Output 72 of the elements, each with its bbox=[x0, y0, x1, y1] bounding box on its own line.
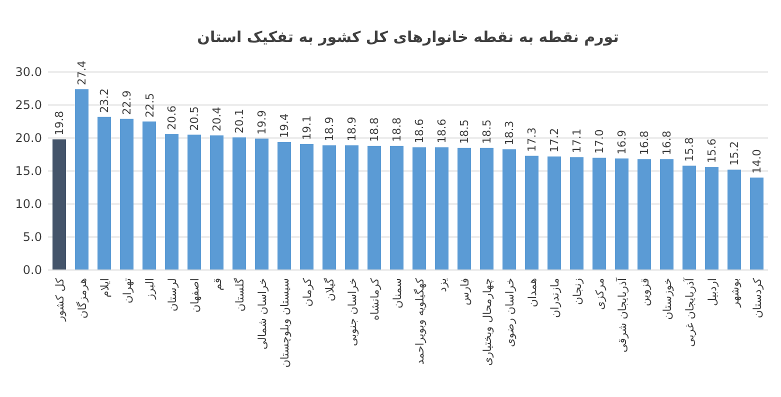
x-tick-label: یزد bbox=[436, 278, 449, 292]
data-label: 22.9 bbox=[120, 90, 134, 115]
x-tick-label: تهران bbox=[120, 278, 134, 304]
data-label: 18.5 bbox=[458, 119, 472, 144]
x-tick-label: البرز bbox=[143, 278, 156, 300]
title: تورم نقطه به نقطه خانوارهای کل کشور به تفکیک استان bbox=[197, 28, 619, 46]
data-label: 16.9 bbox=[616, 130, 629, 154]
data-label: 18.8 bbox=[390, 117, 404, 142]
data-label: 19.4 bbox=[278, 113, 292, 138]
y-tick-label: 5.0 bbox=[22, 230, 42, 244]
x-tick-label: مرکزی bbox=[593, 278, 606, 310]
data-label: 23.2 bbox=[98, 88, 112, 113]
data-label: 16.8 bbox=[660, 130, 674, 156]
x-tick-label: لرستان bbox=[166, 278, 179, 312]
data-label: 22.5 bbox=[143, 93, 156, 118]
x-tick-label: کرمان bbox=[300, 277, 314, 307]
y-tick-label: 15.0 bbox=[15, 164, 42, 178]
data-label: 18.5 bbox=[480, 119, 494, 144]
data-label: 15.2 bbox=[728, 141, 742, 166]
x-tick-label: آذربایجان غربی bbox=[682, 277, 696, 347]
x-tick-label: قم bbox=[210, 278, 224, 291]
data-label: 20.6 bbox=[166, 106, 179, 130]
x-tick-label: خراسان رضوی bbox=[503, 278, 516, 348]
data-label: 15.8 bbox=[683, 137, 696, 162]
x-tick-label: اردبیل bbox=[706, 278, 719, 306]
data-label: 20.5 bbox=[188, 106, 202, 131]
x-tick-label: خوزستان bbox=[660, 278, 674, 320]
x-tick-label: کردستان bbox=[750, 277, 764, 318]
data-label: 18.6 bbox=[436, 118, 449, 144]
data-label: 15.6 bbox=[706, 138, 719, 164]
x-tick-label: خراسان شمالی bbox=[256, 278, 269, 350]
x-tick-label: گیلان bbox=[323, 277, 336, 302]
data-label: 19.1 bbox=[300, 115, 314, 140]
x-tick-label: فارس bbox=[458, 278, 472, 306]
data-label: 27.4 bbox=[76, 60, 89, 86]
data-label: 17.1 bbox=[570, 128, 584, 154]
x-tick-label: سیستان وبلوچستان bbox=[278, 278, 292, 368]
x-tick-label: اصفهان bbox=[188, 278, 202, 312]
x-tick-label: بوشهر bbox=[728, 278, 742, 308]
data-label: 20.4 bbox=[210, 106, 224, 132]
y-tick-label: 10.0 bbox=[15, 197, 42, 211]
data-label: 16.8 bbox=[638, 130, 652, 156]
x-tick-label: کل کشور bbox=[53, 277, 66, 322]
y-tick-label: 25.0 bbox=[15, 98, 42, 112]
x-tick-label: چهارمحال وبختیاری bbox=[480, 278, 494, 366]
data-label: 18.6 bbox=[413, 118, 426, 144]
x-tick-label: آذربایجان شرقی bbox=[614, 277, 629, 352]
data-label: 18.9 bbox=[346, 116, 359, 142]
x-tick-label: کرمانشاه bbox=[368, 277, 382, 321]
data-label: 17.3 bbox=[526, 127, 539, 152]
y-tick-label: 0.0 bbox=[22, 263, 42, 277]
x-tick-label: زنجان bbox=[570, 278, 584, 305]
x-tick-label: قزوین bbox=[638, 278, 652, 306]
x-tick-label: ایلام bbox=[98, 278, 112, 298]
data-label: 14.0 bbox=[750, 149, 764, 174]
data-label: 18.8 bbox=[368, 117, 382, 142]
x-tick-label: همدان bbox=[526, 278, 539, 308]
x-tick-label: کهگیلویه وبویراحمد bbox=[413, 277, 426, 365]
data-label: 19.9 bbox=[256, 110, 269, 135]
x-tick-label: گلستان bbox=[233, 277, 246, 312]
y-tick-label: 30.0 bbox=[15, 65, 42, 79]
x-tick-label: مازندران bbox=[548, 278, 562, 318]
data-label: 18.3 bbox=[503, 120, 516, 146]
data-label: 19.8 bbox=[53, 110, 66, 136]
x-tick-label: سمنان bbox=[390, 278, 404, 308]
y-tick-label: 20.0 bbox=[15, 131, 42, 145]
x-tick-label: خراسان جنوبی bbox=[346, 278, 359, 346]
x-tick-label: هرمزگان bbox=[76, 278, 89, 318]
data-label: 17.0 bbox=[593, 129, 606, 154]
data-label: 17.2 bbox=[548, 128, 562, 152]
data-label: 18.9 bbox=[323, 116, 336, 142]
data-label: 20.1 bbox=[233, 108, 246, 134]
